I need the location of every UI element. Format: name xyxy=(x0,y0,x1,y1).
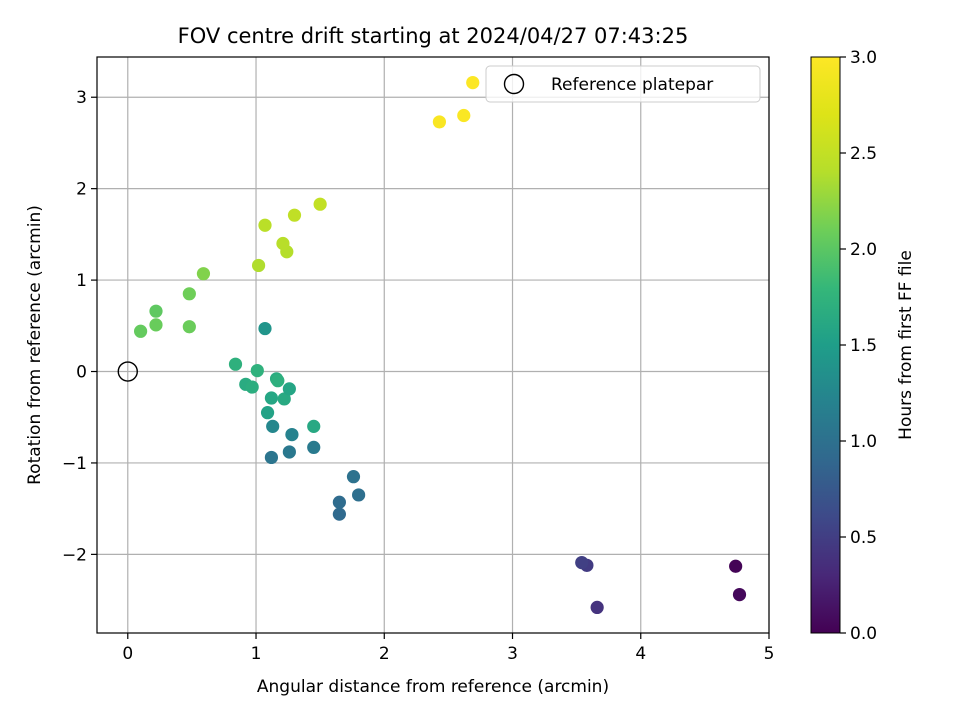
data-point xyxy=(134,324,148,338)
data-point xyxy=(266,419,280,433)
colorbar-tick-label: 2.5 xyxy=(850,144,877,164)
colorbar-tick-label: 0.0 xyxy=(850,624,877,644)
data-point xyxy=(282,445,296,459)
x-tick-label: 1 xyxy=(251,644,262,664)
data-point xyxy=(307,419,321,433)
x-tick-label: 3 xyxy=(507,644,518,664)
legend-box xyxy=(485,65,761,103)
x-tick-label: 5 xyxy=(764,644,775,664)
data-point xyxy=(729,559,743,573)
data-point xyxy=(313,197,327,211)
data-point xyxy=(149,318,163,332)
x-axis-ticks: 0 1 2 3 4 5 xyxy=(122,633,774,664)
y-axis-ticks: −2 −1 0 1 2 3 xyxy=(62,88,97,565)
colorbar-ticks: 0.0 0.5 1.0 1.5 2.0 2.5 3.0 xyxy=(840,48,877,644)
data-point xyxy=(287,208,302,222)
x-axis-label: Angular distance from reference (arcmin) xyxy=(257,677,609,697)
reference-platepar-marker xyxy=(117,361,138,382)
plot-frame xyxy=(96,56,770,634)
data-point xyxy=(352,488,366,502)
data-point xyxy=(575,556,589,570)
data-point xyxy=(245,380,259,394)
data-point xyxy=(732,588,747,602)
data-point xyxy=(196,267,211,281)
data-point xyxy=(182,320,196,334)
data-point xyxy=(457,108,471,123)
x-tick-label: 0 xyxy=(122,644,133,664)
y-axis-label: Rotation from reference (arcmin) xyxy=(25,205,45,485)
colorbar-tick-label: 2.0 xyxy=(850,240,877,260)
y-tick-label: 0 xyxy=(76,363,87,383)
data-point xyxy=(260,406,275,420)
data-point xyxy=(149,304,163,318)
colorbar-gradient xyxy=(810,56,841,634)
data-point xyxy=(590,600,604,615)
data-point xyxy=(258,321,272,336)
data-point xyxy=(276,236,290,251)
data-point xyxy=(264,391,279,405)
data-point xyxy=(250,364,264,378)
y-tick-label: −1 xyxy=(62,454,87,474)
data-point xyxy=(466,76,480,90)
data-point xyxy=(264,450,279,465)
y-tick-label: 1 xyxy=(76,271,87,291)
data-point xyxy=(307,440,321,454)
y-tick-label: 2 xyxy=(76,180,87,200)
data-point xyxy=(346,470,361,484)
data-point xyxy=(282,382,296,396)
y-tick-label: 3 xyxy=(76,88,87,108)
colorbar-tick-label: 3.0 xyxy=(850,48,877,68)
legend: Reference platepar xyxy=(485,65,761,103)
legend-entry-reference: Reference platepar xyxy=(551,75,713,95)
reference-marker-group xyxy=(117,361,138,382)
data-point xyxy=(228,357,243,371)
data-point xyxy=(285,428,299,442)
chart-title: FOV centre drift starting at 2024/04/27 … xyxy=(178,24,689,48)
grid-lines xyxy=(97,57,770,633)
x-tick-label: 2 xyxy=(379,644,390,664)
colorbar-tick-label: 1.0 xyxy=(850,432,877,452)
colorbar-label: Hours from first FF file xyxy=(896,250,916,440)
scatter-points xyxy=(134,76,747,615)
colorbar-tick-label: 1.5 xyxy=(850,336,877,356)
x-tick-label: 4 xyxy=(635,644,646,664)
colorbar: 0.0 0.5 1.0 1.5 2.0 2.5 3.0 Hours from first F… xyxy=(810,48,916,644)
data-point xyxy=(182,287,196,301)
colorbar-tick-label: 0.5 xyxy=(850,528,877,548)
data-point xyxy=(332,507,346,521)
legend-reference-marker xyxy=(503,73,525,95)
data-point xyxy=(277,392,291,406)
data-point xyxy=(332,495,346,509)
data-point xyxy=(251,258,266,273)
data-point xyxy=(271,374,285,388)
data-point xyxy=(432,115,447,129)
data-point xyxy=(258,218,272,232)
y-tick-label: −2 xyxy=(62,545,87,565)
